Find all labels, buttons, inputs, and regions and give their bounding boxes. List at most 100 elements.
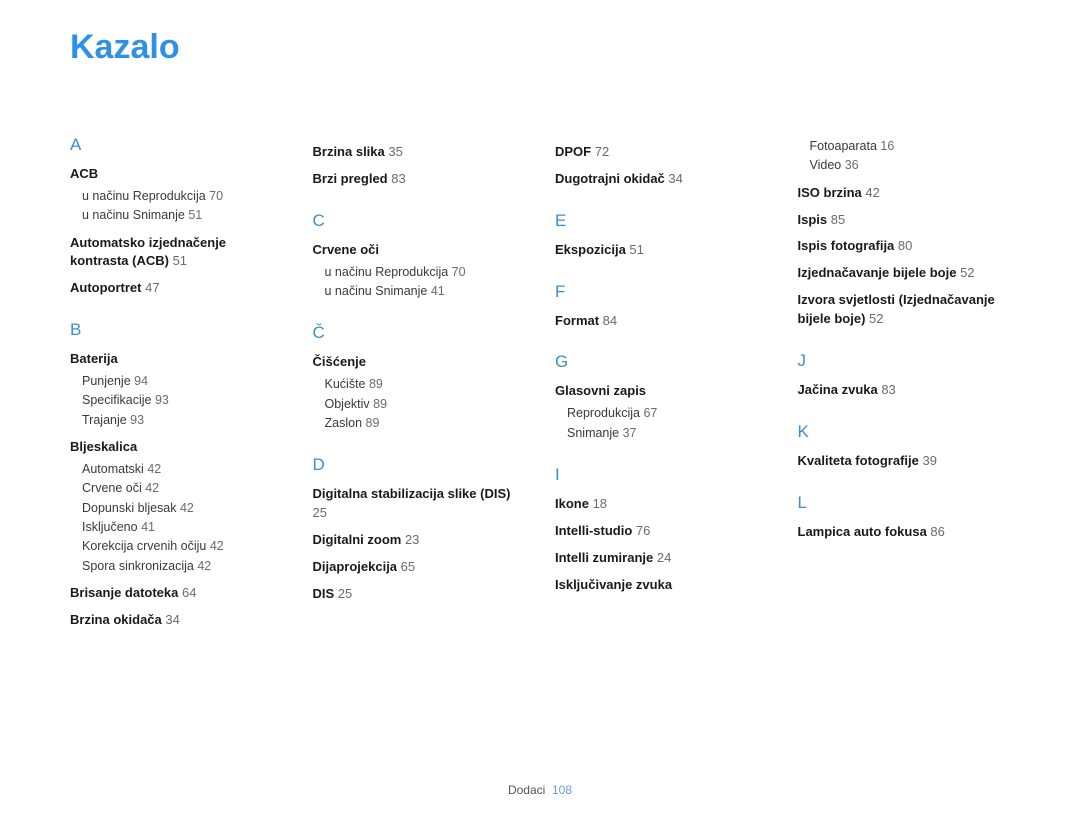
page-ref: 94 xyxy=(131,374,148,388)
sub-list: u načinu Reprodukcija 70u načinu Snimanj… xyxy=(313,263,526,302)
page-ref: 65 xyxy=(397,559,415,574)
page-ref: 35 xyxy=(385,144,403,159)
index-term[interactable]: Automatsko izjednačenje kontrasta (ACB) … xyxy=(70,234,283,272)
index-term[interactable]: ACB xyxy=(70,165,283,184)
index-term[interactable]: Izvora svjetlosti (Izjednačavanje bijele… xyxy=(798,291,1011,329)
index-subterm[interactable]: Punjenje 94 xyxy=(82,372,283,391)
index-subterm[interactable]: u načinu Reprodukcija 70 xyxy=(82,187,283,206)
index-term[interactable]: Autoportret 47 xyxy=(70,279,283,298)
page-ref: 85 xyxy=(827,212,845,227)
index-subterm[interactable]: Isključeno 41 xyxy=(82,518,283,537)
page-ref: 42 xyxy=(177,501,194,515)
index-term[interactable]: Kvaliteta fotografije 39 xyxy=(798,452,1011,471)
index-subterm[interactable]: Trajanje 93 xyxy=(82,411,283,430)
index-term[interactable]: DPOF 72 xyxy=(555,143,768,162)
page-ref: 42 xyxy=(142,481,159,495)
index-subterm[interactable]: Zaslon 89 xyxy=(325,414,526,433)
page-ref: 84 xyxy=(599,313,617,328)
index-subterm[interactable]: Reprodukcija 67 xyxy=(567,404,768,423)
index-term[interactable]: Digitalni zoom 23 xyxy=(313,531,526,550)
page-ref: 42 xyxy=(144,462,161,476)
index-term[interactable]: Čišćenje xyxy=(313,353,526,372)
index-subterm[interactable]: Fotoaparata 16 xyxy=(810,137,1011,156)
page-ref: 34 xyxy=(162,612,180,627)
index-term[interactable]: Intelli-studio 76 xyxy=(555,522,768,541)
page-ref: 70 xyxy=(448,265,465,279)
index-term[interactable]: Glasovni zapis xyxy=(555,382,768,401)
index-subterm[interactable]: Crvene oči 42 xyxy=(82,479,283,498)
footer-label: Dodaci xyxy=(508,783,545,797)
index-subterm[interactable]: Snimanje 37 xyxy=(567,424,768,443)
letter-heading: J xyxy=(798,351,1011,371)
index-subterm[interactable]: Korekcija crvenih očiju 42 xyxy=(82,537,283,556)
index-subterm[interactable]: Dopunski bljesak 42 xyxy=(82,499,283,518)
index-term[interactable]: Isključivanje zvuka xyxy=(555,576,768,595)
page-ref: 51 xyxy=(185,208,202,222)
page-ref: 41 xyxy=(138,520,155,534)
sub-list: Reprodukcija 67Snimanje 37 xyxy=(555,404,768,443)
letter-heading: F xyxy=(555,282,768,302)
index-term[interactable]: Ikone 18 xyxy=(555,495,768,514)
index-term[interactable]: Digitalna stabilizacija slike (DIS) 25 xyxy=(313,485,526,523)
page-ref: 52 xyxy=(956,265,974,280)
page-ref: 70 xyxy=(206,189,223,203)
index-term[interactable]: Baterija xyxy=(70,350,283,369)
sub-list: Kućište 89Objektiv 89Zaslon 89 xyxy=(313,375,526,433)
page-ref: 24 xyxy=(653,550,671,565)
page-ref: 25 xyxy=(313,505,327,520)
page-ref: 36 xyxy=(841,158,858,172)
letter-heading: I xyxy=(555,465,768,485)
index-subterm[interactable]: Specifikacije 93 xyxy=(82,391,283,410)
index-term[interactable]: ISO brzina 42 xyxy=(798,184,1011,203)
page-ref: 64 xyxy=(178,585,196,600)
index-term[interactable]: Dijaprojekcija 65 xyxy=(313,558,526,577)
index-term[interactable]: Ispis fotografija 80 xyxy=(798,237,1011,256)
letter-heading: B xyxy=(70,320,283,340)
index-term[interactable]: Izjednačavanje bijele boje 52 xyxy=(798,264,1011,283)
page-ref: 42 xyxy=(194,559,211,573)
index-subterm[interactable]: Video 36 xyxy=(810,156,1011,175)
index-term[interactable]: Bljeskalica xyxy=(70,438,283,457)
index-term[interactable]: Brisanje datoteka 64 xyxy=(70,584,283,603)
index-term[interactable]: Ispis 85 xyxy=(798,211,1011,230)
page-ref: 37 xyxy=(619,426,636,440)
index-term[interactable]: Jačina zvuka 83 xyxy=(798,381,1011,400)
letter-heading: E xyxy=(555,211,768,231)
footer-page-number: 108 xyxy=(552,783,572,797)
index-term[interactable]: Brzina slika 35 xyxy=(313,143,526,162)
page-ref: 47 xyxy=(142,280,160,295)
sub-list: u načinu Reprodukcija 70u načinu Snimanj… xyxy=(70,187,283,226)
index-term[interactable]: Brzi pregled 83 xyxy=(313,170,526,189)
index-term[interactable]: Crvene oči xyxy=(313,241,526,260)
letter-heading: G xyxy=(555,352,768,372)
index-term[interactable]: Lampica auto fokusa 86 xyxy=(798,523,1011,542)
index-subterm[interactable]: Objektiv 89 xyxy=(325,395,526,414)
page-ref: 51 xyxy=(169,253,187,268)
page-ref: 25 xyxy=(334,586,352,601)
page-ref: 52 xyxy=(865,311,883,326)
index-subterm[interactable]: Kućište 89 xyxy=(325,375,526,394)
letter-heading: D xyxy=(313,455,526,475)
index-term[interactable]: DIS 25 xyxy=(313,585,526,604)
index-term[interactable]: Ekspozicija 51 xyxy=(555,241,768,260)
page-ref: 89 xyxy=(362,416,379,430)
page-ref: 72 xyxy=(591,144,609,159)
page-ref: 89 xyxy=(370,397,387,411)
index-term[interactable]: Intelli zumiranje 24 xyxy=(555,549,768,568)
index-column: Brzina slika 35Brzi pregled 83CCrvene oč… xyxy=(313,135,526,633)
index-term[interactable]: Format 84 xyxy=(555,312,768,331)
index-subterm[interactable]: u načinu Snimanje 51 xyxy=(82,206,283,225)
page-ref: 67 xyxy=(640,406,657,420)
index-term[interactable]: Brzina okidača 34 xyxy=(70,611,283,630)
page-ref: 93 xyxy=(127,413,144,427)
letter-heading: A xyxy=(70,135,283,155)
index-subterm[interactable]: Automatski 42 xyxy=(82,460,283,479)
page-ref: 83 xyxy=(878,382,896,397)
index-subterm[interactable]: Spora sinkronizacija 42 xyxy=(82,557,283,576)
index-subterm[interactable]: u načinu Reprodukcija 70 xyxy=(325,263,526,282)
index-subterm[interactable]: u načinu Snimanje 41 xyxy=(325,282,526,301)
letter-heading: K xyxy=(798,422,1011,442)
page-ref: 23 xyxy=(401,532,419,547)
page-ref: 39 xyxy=(919,453,937,468)
index-term[interactable]: Dugotrajni okidač 34 xyxy=(555,170,768,189)
